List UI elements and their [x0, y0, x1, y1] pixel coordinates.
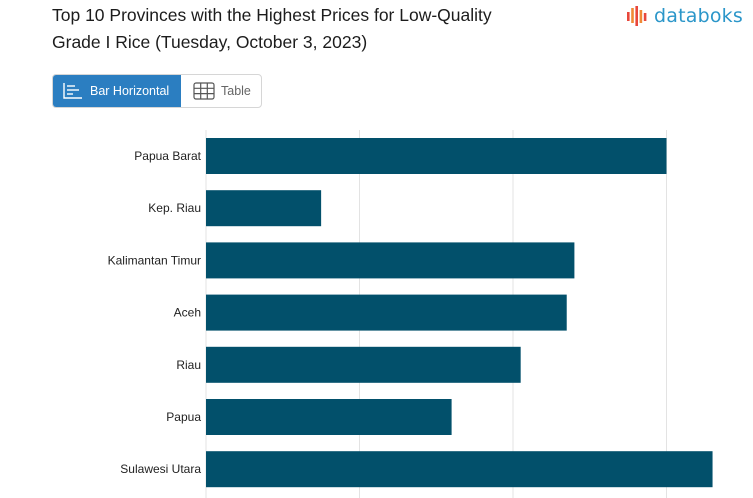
- bar[interactable]: [206, 451, 713, 488]
- category-label: Aceh: [174, 306, 201, 320]
- category-label: Papua: [166, 410, 201, 424]
- brand-name: databoks: [654, 5, 743, 27]
- bar[interactable]: [206, 242, 575, 279]
- databoks-logo-icon: [627, 6, 647, 26]
- chart-title-line-2: Grade I Rice (Tuesday, October 3, 2023): [52, 32, 368, 52]
- bar-horizontal-icon: [63, 83, 82, 99]
- category-label: Papua Barat: [134, 149, 201, 163]
- table-icon: [193, 82, 215, 100]
- view-toggle: Bar Horizontal Table: [52, 74, 262, 108]
- chart-title: Top 10 Provinces with the Highest Prices…: [52, 2, 572, 56]
- table-button[interactable]: Table: [181, 75, 261, 107]
- chart-title-line-1: Top 10 Provinces with the Highest Prices…: [52, 5, 492, 25]
- bar-horizontal-button[interactable]: Bar Horizontal: [53, 75, 181, 107]
- brand-logo[interactable]: databoks: [626, 3, 743, 29]
- bar[interactable]: [206, 138, 667, 174]
- bar-horizontal-label: Bar Horizontal: [90, 84, 170, 98]
- table-label: Table: [221, 84, 251, 98]
- category-label: Riau: [176, 358, 201, 372]
- category-label: Kalimantan Timur: [108, 253, 201, 267]
- bar[interactable]: [206, 190, 322, 227]
- category-label: Sulawesi Utara: [120, 462, 201, 476]
- category-label: Kep. Riau: [148, 201, 201, 215]
- bar[interactable]: [206, 294, 567, 331]
- bar[interactable]: [206, 399, 452, 435]
- bar[interactable]: [206, 346, 521, 383]
